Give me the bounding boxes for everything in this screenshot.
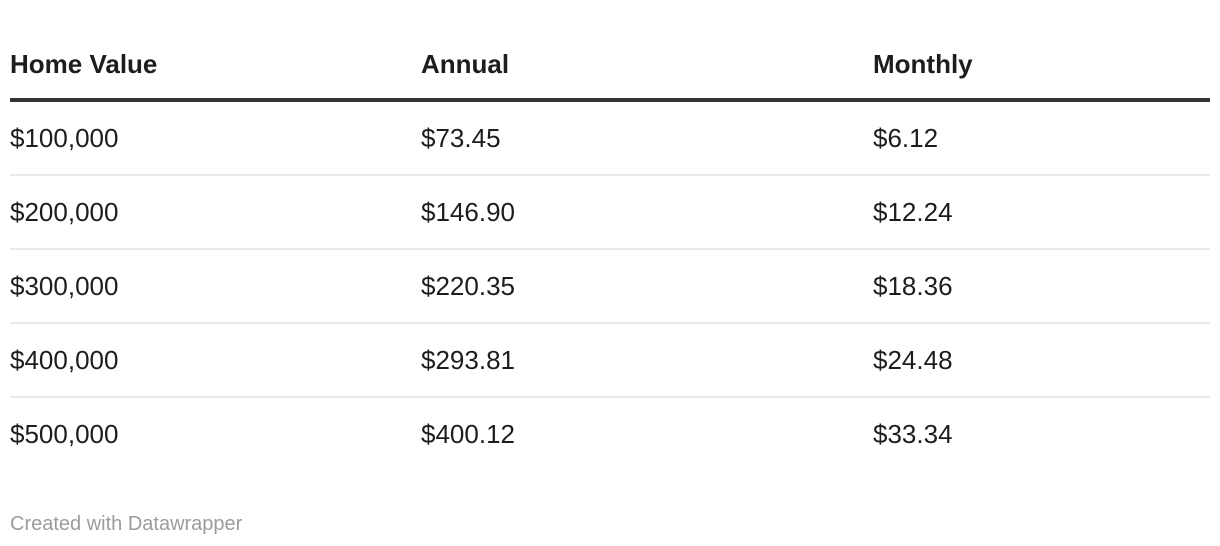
cell-home-value: $300,000	[10, 249, 421, 324]
cell-annual: $293.81	[421, 323, 873, 398]
mortgage-cost-table: Home Value Annual Monthly $100,000 $73.4…	[10, 29, 1210, 470]
cell-annual: $146.90	[421, 175, 873, 250]
cell-annual: $400.12	[421, 419, 515, 449]
cell-annual: $220.35	[421, 249, 873, 324]
footer: Created with Datawrapper	[10, 512, 1210, 536]
cell-home-value: $500,000	[10, 419, 119, 449]
table-row: $100,000 $73.45 $6.12	[10, 100, 1210, 176]
cell-annual: $73.45	[421, 100, 873, 176]
table-header: Home Value Annual Monthly	[10, 29, 1210, 102]
cell-home-value: $100,000	[10, 100, 421, 176]
table-row: $500,000 $400.12 $33.34	[10, 397, 1210, 470]
header-row: Home Value Annual Monthly	[10, 29, 1210, 102]
table-body: $100,000 $73.45 $6.12 $200,000 $146.90 $…	[10, 100, 1210, 470]
column-header-annual: Annual	[421, 29, 873, 102]
cell-monthly: $12.24	[873, 175, 1210, 250]
cell-monthly: $33.34	[873, 419, 953, 449]
cell-monthly: $24.48	[873, 323, 1210, 398]
cell-monthly: $6.12	[873, 100, 1210, 176]
table-row: $300,000 $220.35 $18.36	[10, 249, 1210, 324]
table-row: $200,000 $146.90 $12.24	[10, 175, 1210, 250]
table-row: $400,000 $293.81 $24.48	[10, 323, 1210, 398]
cell-monthly: $18.36	[873, 249, 1210, 324]
cell-home-value: $400,000	[10, 323, 421, 398]
column-header-monthly: Monthly	[873, 29, 1210, 102]
column-header-home-value: Home Value	[10, 29, 421, 102]
cell-home-value: $200,000	[10, 175, 421, 250]
datawrapper-attribution-link[interactable]: Created with Datawrapper	[10, 513, 243, 535]
